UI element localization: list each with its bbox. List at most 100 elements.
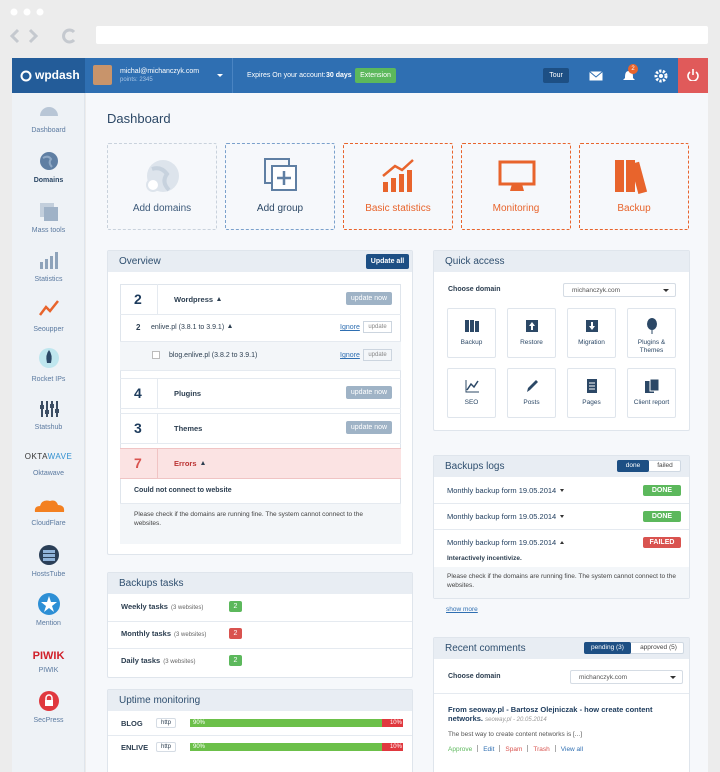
expand-icon[interactable]: [560, 541, 565, 544]
power-icon: [687, 69, 699, 81]
logout-button[interactable]: [678, 58, 708, 93]
nav-logo: OKTAWAVE: [12, 452, 85, 461]
nav-label: Dashboard: [31, 127, 66, 134]
nav-item[interactable]: SecPress: [12, 690, 85, 724]
tile[interactable]: Add group: [225, 143, 335, 230]
item-label: Migration: [578, 339, 605, 346]
show-more-link[interactable]: show more: [446, 606, 478, 613]
task-row: Daily tasks (3 websites): [121, 656, 196, 665]
uptime-bar: 90%: [190, 743, 382, 751]
comment-action[interactable]: Trash: [533, 746, 550, 753]
nav-item[interactable]: Domains: [12, 150, 85, 184]
update-button[interactable]: update now: [346, 292, 392, 305]
nav-item[interactable]: Mention: [12, 592, 85, 627]
choose-label: Choose domain: [448, 673, 501, 680]
panel-title: Backups tasks: [108, 573, 412, 594]
tile[interactable]: Basic statistics: [343, 143, 453, 230]
icon-part: [49, 404, 54, 408]
checkbox[interactable]: [152, 351, 160, 359]
item-label: Posts: [523, 399, 540, 406]
icon-part: [399, 174, 404, 192]
avatar: [93, 65, 112, 85]
nav-item[interactable]: Seoupper: [12, 297, 85, 333]
comment-title-text: From seoway.pl - Bartosz Olejniczak - ho…: [448, 705, 653, 723]
quick-access-item[interactable]: Migration: [567, 308, 616, 358]
icon-part: [498, 160, 536, 186]
nav-item[interactable]: Mass tools: [12, 201, 85, 234]
icon-part: [41, 155, 53, 168]
tab[interactable]: failed: [657, 462, 673, 469]
icon-part: [39, 107, 58, 116]
domain-select[interactable]: michanczyk.com: [563, 283, 676, 297]
address-bar[interactable]: [96, 26, 708, 44]
icon-part: [526, 380, 538, 392]
ignore-link[interactable]: Ignore: [340, 324, 360, 331]
uptime-panel: Uptime monitoring BLOG http 90% 10% ENLIVE ht…: [107, 689, 413, 772]
quick-access-item[interactable]: Posts: [507, 368, 556, 418]
tile[interactable]: Backup: [579, 143, 689, 230]
icon-part: [630, 161, 648, 195]
quick-access-item[interactable]: Plugins & Themes: [627, 308, 676, 358]
protocol-tag: http: [156, 742, 176, 752]
error-title: Could not connect to website: [134, 487, 232, 494]
nav-item[interactable]: Dashboard: [12, 100, 85, 134]
update-small-button[interactable]: update: [363, 321, 392, 333]
extension-button[interactable]: Extension: [355, 68, 396, 83]
nav-item[interactable]: Rocket IPs: [12, 347, 85, 383]
icon-part: [39, 262, 43, 269]
update-small-button[interactable]: update: [363, 349, 392, 361]
user-dropdown[interactable]: [216, 73, 224, 79]
ignore-link[interactable]: Ignore: [340, 352, 360, 359]
app-header: wpdash michal@michanczyk.com points: 234…: [12, 58, 708, 93]
quick-access-item[interactable]: Backup: [447, 308, 496, 358]
nav-icon: [38, 348, 59, 368]
icon-part: [474, 321, 479, 332]
nav-label: Mention: [36, 620, 61, 627]
quick-access-item[interactable]: Client report: [627, 368, 676, 418]
update-button[interactable]: update now: [346, 386, 392, 399]
icon-part: [39, 405, 44, 409]
tile[interactable]: Monitoring: [461, 143, 571, 230]
backup-logs-panel: Backups logs done failed Monthly backup …: [433, 455, 690, 599]
update-button[interactable]: update now: [346, 421, 392, 434]
settings-icon[interactable]: [654, 69, 668, 83]
icon-part: [687, 71, 699, 81]
tab-active[interactable]: done: [617, 460, 649, 472]
icon-part: [277, 171, 291, 185]
tour-button[interactable]: Tour: [543, 68, 569, 83]
nav-label: PIWIK: [38, 667, 59, 674]
collapse-icon[interactable]: [560, 489, 565, 492]
nav-buttons: [9, 28, 76, 44]
comment-action[interactable]: Edit: [483, 746, 495, 753]
nav-item[interactable]: HostsTube: [12, 544, 85, 578]
tab[interactable]: approved (5): [640, 644, 677, 651]
row: [120, 284, 401, 315]
collapse-icon[interactable]: [560, 515, 565, 518]
nav-item[interactable]: Statistics: [12, 249, 85, 283]
quick-access-item[interactable]: SEO: [447, 368, 496, 418]
mail-icon[interactable]: [589, 71, 603, 81]
separator: [477, 745, 479, 752]
quick-access-item[interactable]: Pages: [567, 368, 616, 418]
comment-action[interactable]: Spam: [505, 746, 523, 753]
quick-access-item[interactable]: Restore: [507, 308, 556, 358]
item-icon: [526, 380, 538, 392]
tile[interactable]: Add domains: [107, 143, 217, 230]
nav-item[interactable]: CloudFlare: [12, 496, 85, 527]
nav-item[interactable]: OKTAWAVE Oktawave: [12, 452, 85, 477]
comment-action[interactable]: View all: [560, 746, 584, 753]
nav-item[interactable]: PIWIK PIWIK: [12, 650, 85, 674]
detail-box: [434, 567, 689, 598]
icon-part: [9, 28, 20, 44]
comment-action[interactable]: Approve: [448, 746, 473, 753]
nav-icon: [37, 593, 60, 615]
icon-part: [217, 74, 223, 77]
icon-part: [391, 178, 396, 192]
update-all-button[interactable]: Update all: [366, 254, 409, 269]
domain-select[interactable]: michanczyk.com: [570, 670, 683, 684]
nav-item[interactable]: Statshub: [12, 398, 85, 431]
status-badge: FAILED: [643, 537, 681, 548]
site-name: BLOG: [121, 719, 143, 728]
tab-active[interactable]: pending (3): [584, 642, 631, 654]
separator: [108, 648, 412, 649]
